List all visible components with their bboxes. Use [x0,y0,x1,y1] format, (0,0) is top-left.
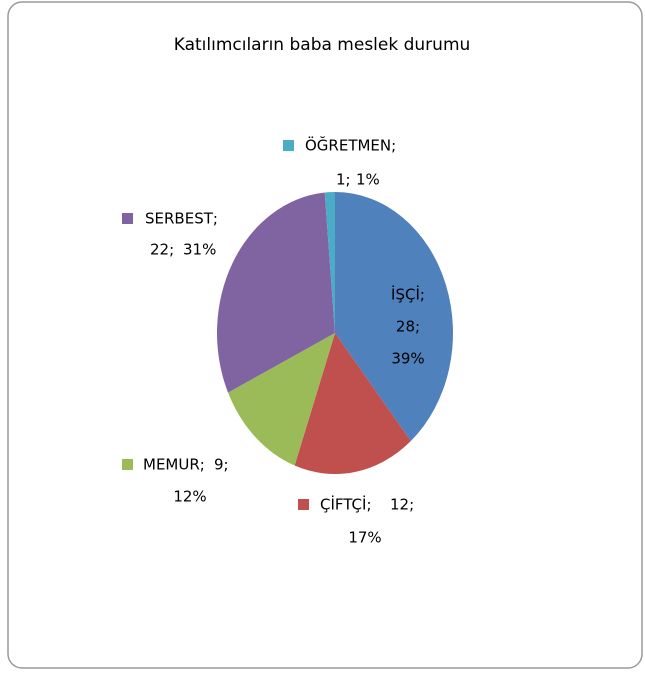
chart-title: Katılımcıların baba meslek durumu [174,35,471,55]
slice-percent-label: 1% [356,171,380,189]
slice-category-label: SERBEST; [145,210,218,228]
legend-key [122,213,133,224]
slice-value-label: 1; [336,171,351,189]
slice-percent-label: 12% [173,488,206,506]
slice-value-label: 28; [396,318,420,336]
pie-slice [217,192,335,393]
pie-slice [294,333,411,474]
slice-category-label: MEMUR; [143,456,205,474]
legend-key [283,140,294,151]
slice-value-label: 9; [214,456,229,474]
legend-key [298,499,309,510]
slice-value-label: 22; [150,241,174,259]
slice-category-label: ÖĞRETMEN; [305,136,396,155]
slice-percent-label: 39% [391,350,424,368]
pie-slice [324,192,335,333]
slice-percent-label: 31% [183,241,216,259]
pie-slice [228,333,335,466]
slice-value-label: 12; [390,496,414,514]
legend-key [122,459,133,470]
pie-slice [335,192,454,442]
slice-category-label: ÇİFTÇİ; [320,495,372,514]
slice-percent-label: 17% [348,529,381,547]
slice-category-label: İŞÇİ; [391,285,425,304]
